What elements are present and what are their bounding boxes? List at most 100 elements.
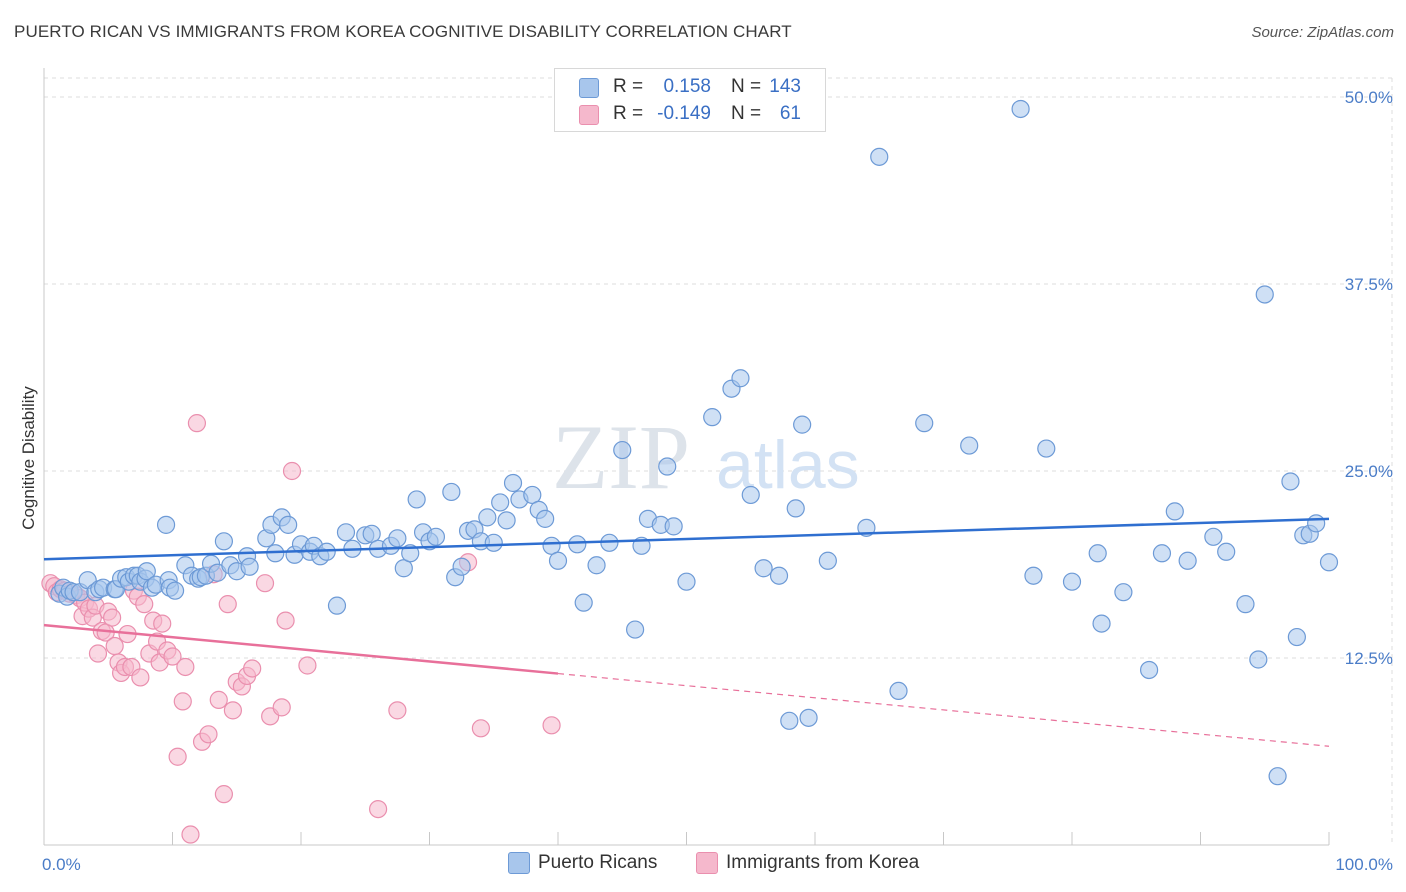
korea-point (471, 719, 490, 738)
legend-row-puerto-ricans: R = 0.158 N = 143 (555, 73, 825, 101)
axis-layer (43, 68, 1330, 846)
puerto-rican-point (1249, 650, 1268, 669)
korea-point (255, 574, 275, 593)
puerto-rican-point (677, 572, 696, 591)
puerto-rican-point (503, 473, 523, 493)
korea-point (105, 636, 124, 656)
korea-point (173, 692, 192, 711)
puerto-rican-point (780, 711, 799, 730)
korea-point (298, 656, 317, 675)
puerto-rican-point (799, 708, 818, 727)
korea-point (199, 725, 218, 744)
puerto-rican-point (452, 557, 471, 576)
puerto-rican-point (1152, 544, 1172, 563)
puerto-rican-point (1268, 767, 1287, 786)
puerto-rican-point (536, 509, 555, 528)
trend-layer (43, 517, 1330, 747)
puerto-rican-point (1204, 527, 1223, 546)
korea-point (369, 799, 388, 819)
korea-point (181, 825, 200, 844)
puerto-rican-point (664, 517, 683, 536)
korea-point (163, 647, 182, 666)
puerto-rican-point (240, 557, 259, 576)
korea-point (542, 716, 561, 735)
puerto-rican-point (587, 556, 606, 575)
puerto-rican-point (156, 515, 176, 534)
puerto-rican-point (731, 369, 750, 388)
puerto-rican-point (279, 515, 298, 534)
puerto-rican-point (336, 523, 356, 542)
korea-point (187, 414, 207, 433)
legend-r-label: R = (613, 103, 644, 124)
legend-n-label: N = (731, 103, 762, 124)
correlation-legend: R = 0.158 N = 143 R = -0.149 N = 61 (554, 68, 826, 132)
puerto-rican-point (1024, 566, 1043, 585)
puerto-rican-point (478, 508, 497, 527)
puerto-rican-point (1114, 583, 1133, 602)
korea-point (243, 659, 262, 678)
puerto-rican-point (870, 147, 889, 166)
puerto-rican-point (497, 511, 516, 530)
legend-swatch-korea (696, 852, 718, 874)
puerto-rican-point (1011, 99, 1030, 119)
korea-point (282, 461, 302, 481)
korea-point (88, 644, 108, 663)
korea-trendline-dashed (557, 672, 1330, 747)
puerto-rican-point (491, 493, 510, 512)
puerto-rican-point (915, 414, 934, 433)
y-tick-label: 50.0% (1345, 88, 1393, 107)
puerto-rican-point (1307, 514, 1326, 533)
legend-label-korea: Immigrants from Korea (726, 852, 920, 873)
puerto-rican-point (1092, 614, 1111, 633)
puerto-rican-point (1287, 627, 1306, 647)
series-legend: Puerto Ricans Immigrants from Korea (0, 850, 1406, 880)
puerto-rican-point (523, 485, 542, 505)
puerto-rican-point (407, 490, 426, 509)
puerto-rican-point (548, 551, 568, 570)
korea-point (214, 785, 233, 804)
puerto-rican-point (1139, 660, 1159, 680)
y-tick-label: 37.5% (1345, 275, 1393, 294)
puerto-rican-point (741, 485, 760, 505)
korea-point (276, 611, 295, 630)
pink-points (41, 414, 561, 844)
puerto-rican-point (1165, 502, 1184, 521)
legend-n-value: 61 (779, 103, 801, 124)
puerto-rican-point (137, 562, 156, 581)
puerto-rican-point (1319, 553, 1339, 572)
puerto-rican-point (1255, 285, 1274, 304)
legend-r-value: 0.158 (663, 76, 711, 97)
legend-n-label: N = (731, 76, 762, 97)
puerto-rican-point (658, 457, 677, 476)
puerto-rican-point (1037, 439, 1056, 458)
puerto-rican-point (327, 596, 347, 615)
korea-point (103, 608, 122, 627)
y-tick-label: 12.5% (1345, 649, 1393, 668)
puerto-rican-point (1178, 551, 1197, 570)
korea-point (209, 690, 228, 709)
puerto-rican-point (1217, 542, 1236, 561)
puerto-rican-point (542, 536, 561, 555)
puerto-rican-point (818, 551, 837, 570)
korea-point (168, 747, 187, 766)
puerto-rican-point (1062, 572, 1082, 591)
puerto-rican-point (1088, 544, 1107, 563)
y-tick-label: 25.0% (1345, 462, 1393, 481)
puerto-rican-point (165, 581, 185, 600)
korea-point (388, 701, 407, 720)
puerto-rican-point (769, 566, 789, 585)
puerto-rican-point (625, 620, 645, 639)
puerto-rican-point (362, 524, 381, 543)
puerto-rican-point (754, 559, 773, 578)
korea-point (135, 595, 154, 614)
legend-swatch-puerto-ricans (508, 852, 530, 874)
puerto-rican-point (388, 529, 407, 548)
puerto-rican-point (1236, 595, 1255, 614)
source-label: Source: ZipAtlas.com (1251, 24, 1394, 41)
puerto-rican-trendline (43, 517, 1330, 561)
puerto-rican-point (613, 440, 632, 460)
puerto-rican-point (442, 482, 461, 502)
korea-point (153, 614, 172, 633)
korea-point (272, 698, 291, 717)
